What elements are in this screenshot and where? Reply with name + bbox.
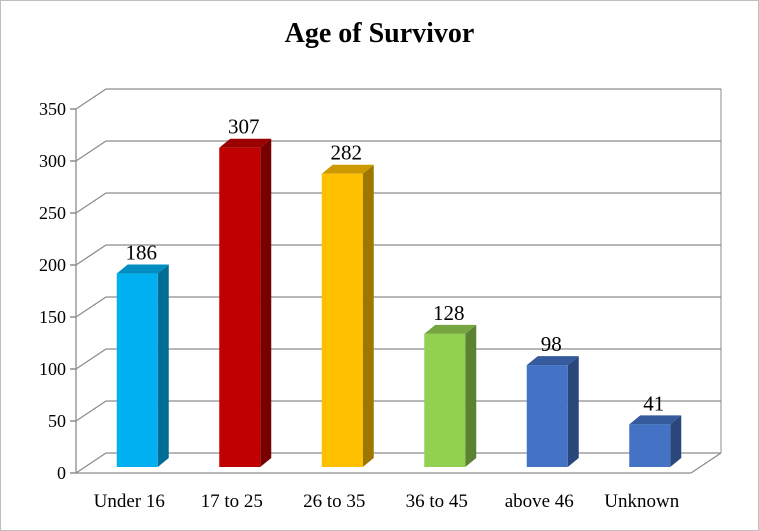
y-tick-label: 300 — [39, 151, 66, 171]
bar — [116, 264, 169, 467]
x-category-label: 26 to 35 — [303, 491, 365, 512]
bar — [424, 324, 477, 467]
y-tick-label: 200 — [39, 255, 66, 275]
data-label: 98 — [541, 332, 562, 356]
y-tick-label: 50 — [48, 411, 66, 431]
gridline — [75, 244, 721, 266]
x-category-label: 36 to 45 — [406, 491, 468, 512]
bar-top — [629, 415, 682, 425]
bar-front — [629, 424, 671, 467]
bar — [629, 415, 682, 467]
bar-front — [526, 365, 568, 467]
y-tick-label: 150 — [39, 307, 66, 327]
y-tick-label: 350 — [39, 99, 66, 119]
data-label: 186 — [126, 241, 158, 265]
floor-edge — [690, 452, 722, 474]
bar-top — [219, 138, 272, 148]
x-category-label: Unknown — [604, 491, 679, 512]
data-label: 307 — [228, 115, 260, 139]
x-category-label: 17 to 25 — [201, 491, 263, 512]
data-label: 282 — [331, 141, 363, 165]
bar-top — [321, 164, 374, 174]
bar-side — [567, 356, 579, 467]
bar-front — [424, 333, 466, 467]
gridlines — [75, 88, 722, 474]
y-tick-label: 250 — [39, 203, 66, 223]
bar-front — [219, 147, 261, 467]
data-label: 128 — [433, 301, 465, 325]
bar-side — [157, 264, 169, 467]
gridline — [75, 296, 721, 318]
bar-top — [526, 356, 579, 366]
bar — [321, 164, 374, 467]
x-category-label: Under 16 — [94, 491, 165, 512]
bars — [116, 138, 682, 467]
data-label: 41 — [643, 391, 664, 415]
gridline — [75, 88, 721, 110]
gridline — [75, 400, 721, 422]
x-axis: Under 16 17 to 25 26 to 35 36 to 45 above 46… — [94, 491, 680, 512]
bar — [219, 138, 272, 467]
bar-top — [424, 324, 477, 334]
gridline — [75, 452, 721, 474]
bar — [526, 356, 579, 467]
gridline — [75, 348, 721, 370]
data-labels: 186 307 282 128 98 41 — [126, 115, 665, 416]
bar-side — [362, 164, 374, 467]
chart-title: Age of Survivor — [284, 18, 475, 49]
x-category-label: above 46 — [505, 491, 574, 512]
bar-front — [116, 273, 158, 467]
gridline — [75, 140, 721, 162]
y-tick-label: 100 — [39, 359, 66, 379]
y-axis: 0 50 100 150 200 250 300 350 — [39, 99, 77, 483]
bar-top — [116, 264, 169, 274]
y-tick-label: 0 — [57, 463, 66, 483]
gridline — [75, 192, 721, 214]
bar-side — [670, 415, 682, 467]
bar-side — [260, 138, 272, 467]
bar-side — [465, 324, 477, 467]
bar-front — [321, 173, 363, 467]
